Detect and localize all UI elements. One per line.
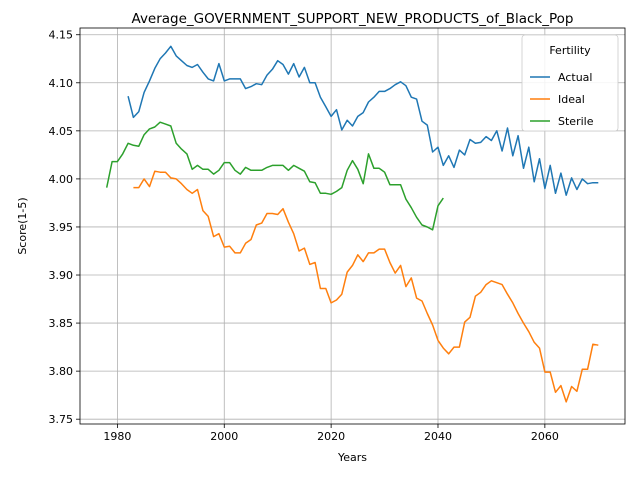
- y-tick-label: 3.85: [49, 317, 74, 330]
- y-tick-label: 4.10: [49, 77, 74, 90]
- series-line-sterile: [105, 121, 444, 231]
- series-line-ideal: [133, 170, 599, 403]
- x-tick-label: 2060: [531, 430, 559, 443]
- x-tick-label: 2020: [317, 430, 345, 443]
- legend-box: [521, 34, 619, 132]
- y-tick-label: 3.75: [49, 413, 74, 426]
- y-tick-label: 3.90: [49, 269, 74, 282]
- x-tick-label: 2000: [210, 430, 238, 443]
- series-lines: [105, 45, 599, 403]
- chart-title: Average_GOVERNMENT_SUPPORT_NEW_PRODUCTS_…: [132, 11, 574, 27]
- y-tick-label: 4.05: [49, 125, 74, 138]
- plot-area-frame: [79, 27, 626, 425]
- y-axis-ticks: 3.75 3.80 3.85 3.90 3.95 4.00 4.05 4.10 4.15: [49, 29, 80, 426]
- legend: Fertility Actual Ideal Sterile: [521, 34, 619, 132]
- legend-items: Actual Ideal Sterile: [530, 71, 594, 128]
- y-tick-label: 3.95: [49, 221, 74, 234]
- y-axis-label: Score(1-5): [16, 197, 29, 254]
- legend-label-sterile: Sterile: [558, 115, 594, 128]
- legend-label-actual: Actual: [558, 71, 592, 84]
- y-tick-label: 3.80: [49, 365, 74, 378]
- x-tick-label: 2040: [424, 430, 452, 443]
- y-tick-label: 4.15: [49, 29, 74, 42]
- legend-title: Fertility: [549, 44, 591, 57]
- legend-label-ideal: Ideal: [558, 93, 585, 106]
- x-axis-ticks: 1980 2000 2020 2040 2060: [103, 424, 559, 443]
- y-tick-label: 4.00: [49, 173, 74, 186]
- series-line-actual: [127, 45, 599, 196]
- x-tick-label: 1980: [103, 430, 131, 443]
- x-axis-label: Years: [337, 451, 367, 464]
